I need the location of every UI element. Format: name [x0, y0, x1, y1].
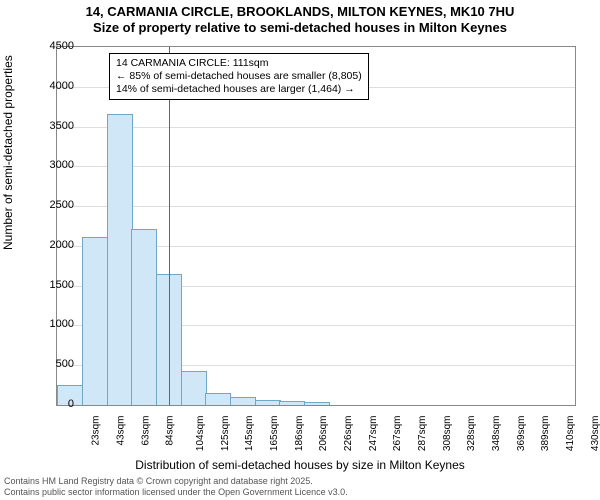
- y-tick-label: 3500: [50, 120, 74, 132]
- histogram-bar: [205, 393, 231, 405]
- annotation-line2: ← 85% of semi-detached houses are smalle…: [116, 70, 362, 82]
- x-tick-label: 206sqm: [318, 416, 329, 452]
- reference-line: [169, 47, 170, 405]
- chart-container: 14, CARMANIA CIRCLE, BROOKLANDS, MILTON …: [0, 0, 600, 500]
- annotation-box: 14 CARMANIA CIRCLE: 111sqm ← 85% of semi…: [109, 53, 369, 100]
- y-tick-label: 500: [56, 358, 74, 370]
- x-tick-label: 23sqm: [91, 416, 102, 446]
- title-line2: Size of property relative to semi-detach…: [93, 20, 507, 35]
- y-tick-label: 1500: [50, 279, 74, 291]
- y-axis-label: Number of semi-detached properties: [1, 55, 15, 250]
- x-tick-label: 186sqm: [294, 416, 305, 452]
- x-tick-label: 328sqm: [466, 416, 477, 452]
- x-tick-label: 63sqm: [140, 416, 151, 446]
- y-tick-label: 4500: [50, 40, 74, 52]
- x-tick-label: 348sqm: [491, 416, 502, 452]
- chart-title: 14, CARMANIA CIRCLE, BROOKLANDS, MILTON …: [0, 4, 600, 37]
- x-tick-label: 430sqm: [590, 416, 600, 452]
- x-tick-label: 125sqm: [220, 416, 231, 452]
- footer-line2: Contains public sector information licen…: [4, 487, 348, 497]
- x-tick-label: 226sqm: [343, 416, 354, 452]
- x-tick-label: 145sqm: [244, 416, 255, 452]
- histogram-bar: [82, 237, 108, 405]
- title-line1: 14, CARMANIA CIRCLE, BROOKLANDS, MILTON …: [86, 4, 515, 19]
- annotation-line3: 14% of semi-detached houses are larger (…: [116, 83, 355, 95]
- x-tick-label: 389sqm: [540, 416, 551, 452]
- y-tick-label: 2000: [50, 239, 74, 251]
- y-tick-label: 4000: [50, 80, 74, 92]
- gridline: [57, 166, 575, 167]
- plot-area: 14 CARMANIA CIRCLE: 111sqm ← 85% of semi…: [56, 46, 576, 406]
- gridline: [57, 127, 575, 128]
- histogram-bar: [181, 371, 207, 405]
- histogram-bar: [131, 229, 157, 405]
- x-tick-label: 287sqm: [417, 416, 428, 452]
- y-tick-label: 2500: [50, 199, 74, 211]
- histogram-bar: [230, 397, 256, 405]
- x-tick-label: 84sqm: [165, 416, 176, 446]
- x-tick-label: 410sqm: [565, 416, 576, 452]
- x-tick-label: 247sqm: [368, 416, 379, 452]
- y-tick-label: 0: [68, 398, 74, 410]
- y-tick-label: 3000: [50, 159, 74, 171]
- histogram-bar: [107, 114, 133, 405]
- gridline: [57, 206, 575, 207]
- x-tick-label: 369sqm: [516, 416, 527, 452]
- histogram-bar: [255, 400, 281, 405]
- histogram-bar: [279, 401, 305, 405]
- x-tick-label: 43sqm: [116, 416, 127, 446]
- x-tick-label: 165sqm: [269, 416, 280, 452]
- footer-attribution: Contains HM Land Registry data © Crown c…: [4, 476, 348, 498]
- annotation-line1: 14 CARMANIA CIRCLE: 111sqm: [116, 57, 269, 69]
- x-tick-label: 308sqm: [442, 416, 453, 452]
- histogram-bar: [304, 402, 330, 405]
- footer-line1: Contains HM Land Registry data © Crown c…: [4, 476, 313, 486]
- y-tick-label: 1000: [50, 318, 74, 330]
- x-tick-label: 104sqm: [195, 416, 206, 452]
- x-axis-label: Distribution of semi-detached houses by …: [0, 458, 600, 472]
- x-tick-label: 267sqm: [392, 416, 403, 452]
